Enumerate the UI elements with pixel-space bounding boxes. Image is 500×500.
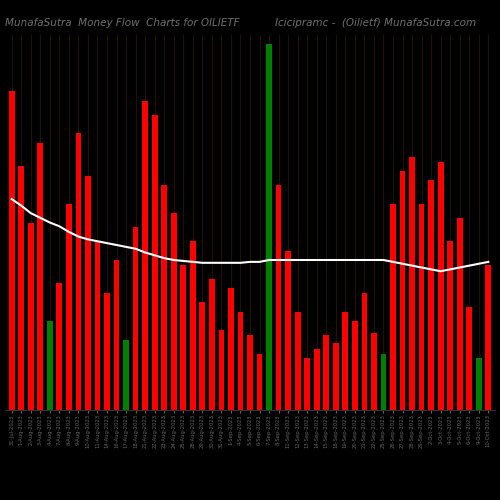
Bar <box>18 166 24 410</box>
Bar <box>390 204 396 410</box>
Bar <box>152 114 158 410</box>
Bar <box>342 312 348 410</box>
Bar <box>362 293 368 410</box>
Bar <box>457 218 462 410</box>
Bar <box>180 264 186 410</box>
Bar <box>209 279 214 410</box>
Bar <box>218 330 224 410</box>
Bar <box>476 358 482 410</box>
Text: Icicipramc -  (Oilietf) MunafaSutra.com: Icicipramc - (Oilietf) MunafaSutra.com <box>275 18 476 28</box>
Bar <box>123 340 129 410</box>
Bar <box>409 157 415 410</box>
Bar <box>466 307 472 410</box>
Bar <box>380 354 386 410</box>
Bar <box>371 333 377 410</box>
Bar <box>142 100 148 410</box>
Bar <box>228 288 234 410</box>
Bar <box>314 349 320 410</box>
Bar <box>9 92 15 410</box>
Bar <box>66 204 71 410</box>
Bar <box>85 176 91 410</box>
Bar <box>162 185 167 410</box>
Bar <box>400 171 406 410</box>
Bar <box>352 321 358 410</box>
Bar <box>76 134 82 410</box>
Bar <box>256 354 262 410</box>
Bar <box>276 185 281 410</box>
Bar <box>448 242 453 410</box>
Bar <box>418 204 424 410</box>
Bar <box>438 162 444 410</box>
Bar <box>333 342 338 410</box>
Bar <box>295 312 300 410</box>
Bar <box>104 293 110 410</box>
Bar <box>190 242 196 410</box>
Bar <box>28 222 34 410</box>
Bar <box>200 302 205 410</box>
Bar <box>428 180 434 410</box>
Bar <box>114 260 119 410</box>
Bar <box>486 264 491 410</box>
Bar <box>171 213 176 410</box>
Bar <box>132 227 138 410</box>
Bar <box>238 312 244 410</box>
Bar <box>266 44 272 410</box>
Bar <box>38 143 43 410</box>
Bar <box>304 358 310 410</box>
Text: MunafaSutra  Money Flow  Charts for OILIETF: MunafaSutra Money Flow Charts for OILIET… <box>5 18 240 28</box>
Bar <box>324 335 329 410</box>
Bar <box>247 335 253 410</box>
Bar <box>286 250 291 410</box>
Bar <box>47 321 52 410</box>
Bar <box>94 242 100 410</box>
Bar <box>56 284 62 410</box>
